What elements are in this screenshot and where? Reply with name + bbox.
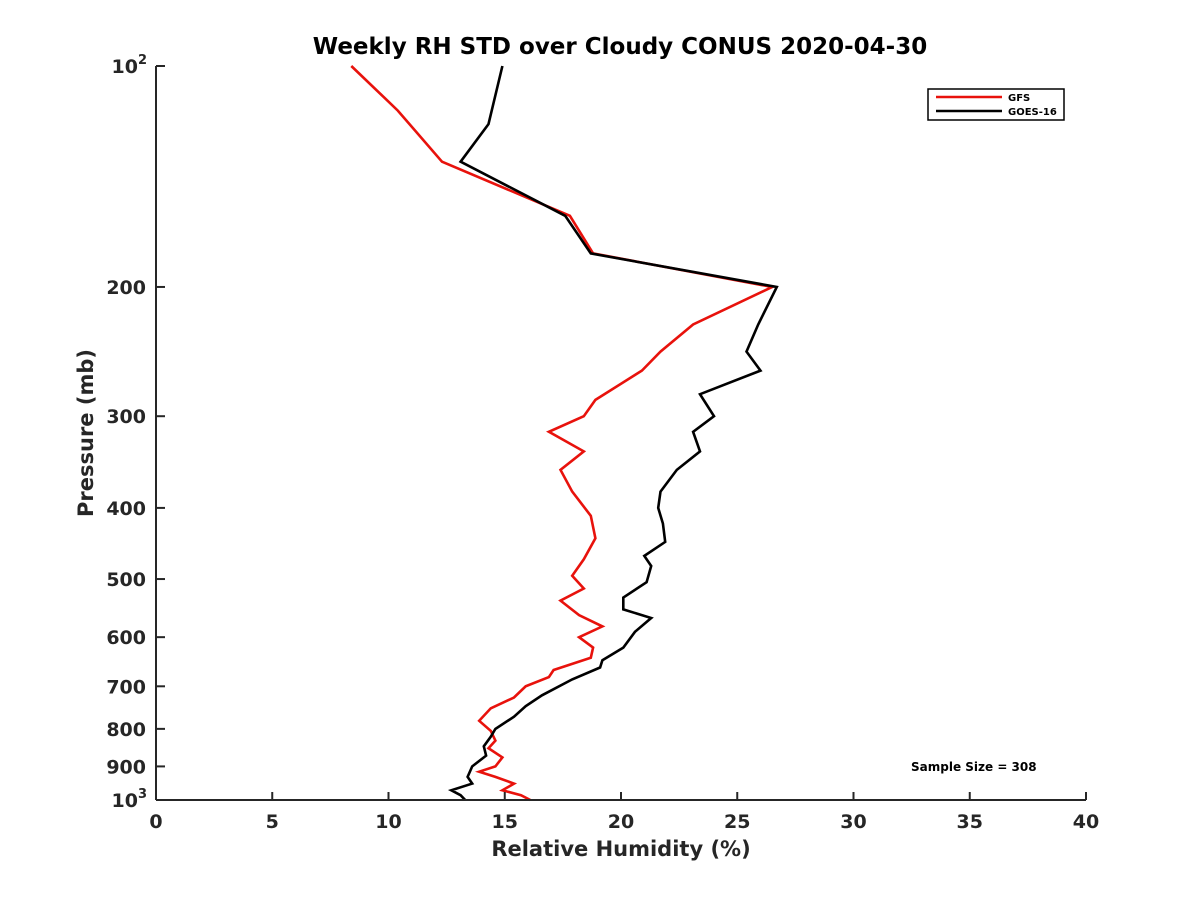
x-axis-ticks: 0 5 10 15 20 25 30 35 40	[149, 792, 1099, 833]
y-tick-exponent: 2	[138, 53, 147, 68]
y-tick-base: 10	[112, 56, 138, 78]
y-axis-title: Pressure (mb)	[74, 349, 98, 517]
y-tick-label: 700	[106, 676, 146, 698]
x-tick-label: 0	[149, 811, 162, 833]
x-tick-label: 30	[840, 811, 866, 833]
y-tick-label: 500	[106, 569, 146, 591]
x-tick-label: 40	[1073, 811, 1099, 833]
chart-title: Weekly RH STD over Cloudy CONUS 2020-04-…	[313, 34, 927, 60]
y-tick-label: 102	[112, 53, 148, 78]
y-tick-label: 600	[106, 627, 146, 649]
sample-size-annotation: Sample Size = 308	[911, 760, 1037, 774]
series-line-gfs	[350, 65, 777, 802]
x-tick-label: 20	[608, 811, 634, 833]
y-tick-label: 400	[106, 498, 146, 520]
y-tick-label: 900	[106, 756, 146, 778]
y-tick-label: 103	[112, 787, 148, 812]
y-tick-base: 10	[112, 790, 138, 812]
legend: GFS GOES-16	[927, 88, 1065, 121]
legend-box	[927, 88, 1065, 121]
legend-label-goes16: GOES-16	[1008, 107, 1057, 118]
y-tick-label: 800	[106, 719, 146, 741]
x-tick-label: 35	[957, 811, 983, 833]
series-line-goes16	[447, 65, 779, 801]
y-tick-exponent: 3	[138, 787, 147, 802]
y-tick-label: 200	[106, 277, 146, 299]
x-axis-title: Relative Humidity (%)	[491, 837, 750, 861]
x-tick-label: 10	[375, 811, 401, 833]
x-tick-label: 25	[724, 811, 750, 833]
series-layer	[350, 65, 779, 802]
y-tick-label: 300	[106, 406, 146, 428]
x-tick-label: 15	[492, 811, 518, 833]
x-tick-label: 5	[266, 811, 279, 833]
legend-label-gfs: GFS	[1008, 93, 1030, 104]
